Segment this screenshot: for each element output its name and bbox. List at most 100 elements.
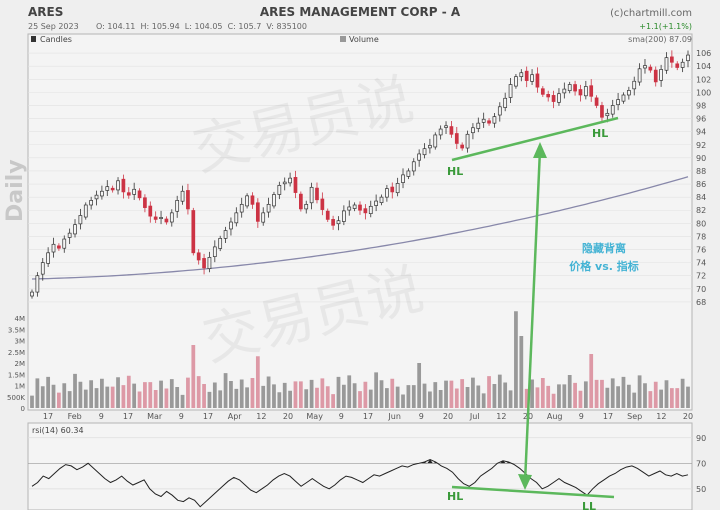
- candle-body: [229, 221, 233, 230]
- candle-body: [116, 180, 120, 191]
- ohlc-label: O: 104.11 H: 105.94 L: 104.05 C: 105.7 V…: [96, 22, 307, 31]
- candles: [30, 50, 690, 299]
- volume-bar: [207, 391, 212, 408]
- candle-body: [223, 230, 228, 239]
- price-tick-label: 68: [696, 298, 706, 307]
- volume-bar: [67, 391, 72, 408]
- candle-body: [535, 73, 540, 88]
- price-hl-right-label: HL: [592, 127, 608, 140]
- candle-body: [186, 190, 190, 210]
- volume-bar: [320, 378, 325, 408]
- volume-bar: [385, 388, 389, 408]
- volume-legend: Volume: [349, 35, 379, 44]
- candle-body: [347, 206, 352, 211]
- rsi-label: rsi(14) 60.34: [32, 426, 84, 435]
- candle-body: [148, 205, 153, 217]
- candle-body: [105, 186, 110, 191]
- volume-bar: [62, 383, 67, 408]
- volume-bar: [530, 379, 534, 408]
- candle-body: [94, 194, 99, 200]
- candle-body: [255, 202, 260, 222]
- candle-body: [164, 218, 169, 223]
- candle-body: [540, 88, 545, 95]
- candle-body: [471, 127, 475, 134]
- price-tick-label: 80: [696, 219, 706, 228]
- candle-body: [621, 94, 626, 102]
- candle-body: [342, 210, 346, 222]
- volume-bar: [223, 373, 228, 408]
- candle-body: [315, 187, 319, 201]
- volume-bar: [379, 380, 384, 408]
- volume-bar: [390, 378, 395, 408]
- volume-bar: [594, 379, 599, 408]
- candle-body: [261, 212, 266, 223]
- price-tick-label: 98: [696, 101, 706, 110]
- price-tick-label: 82: [696, 206, 706, 215]
- volume-bar: [605, 387, 610, 408]
- candle-body: [100, 190, 104, 197]
- candle-body: [406, 170, 411, 177]
- candle-body: [519, 72, 524, 78]
- price-tick-label: 88: [696, 167, 706, 176]
- candle-body: [250, 195, 255, 205]
- volume-bar: [449, 380, 454, 408]
- volume-bar: [51, 384, 56, 408]
- volume-bar: [583, 381, 588, 408]
- candle-body: [180, 190, 185, 202]
- candle-body: [653, 69, 658, 83]
- volume-bar: [309, 379, 314, 408]
- volume-bar: [105, 386, 110, 408]
- volume-bar: [100, 378, 104, 408]
- volume-bar: [374, 372, 379, 408]
- candle-body: [643, 65, 647, 69]
- candle-body: [239, 203, 244, 213]
- x-tick-label: 12: [256, 412, 266, 421]
- candle-body: [331, 219, 335, 226]
- x-tick-label: Jul: [469, 412, 480, 421]
- volume-bar: [637, 375, 642, 408]
- x-tick-label: 9: [179, 412, 184, 421]
- volume-tick-label: 2.5M: [8, 349, 25, 357]
- volume-bar: [298, 381, 303, 408]
- candle-body: [411, 161, 416, 172]
- candle-body: [428, 145, 432, 149]
- volume-bar: [508, 390, 513, 408]
- candle-body: [282, 181, 287, 185]
- candle-body: [476, 122, 481, 129]
- volume-bar: [686, 386, 690, 408]
- volume-bar: [669, 388, 674, 408]
- x-tick-label: 17: [43, 412, 53, 421]
- volume-bar: [250, 378, 255, 408]
- x-tick-label: 17: [123, 412, 133, 421]
- candle-body: [245, 195, 249, 207]
- candle-body: [492, 116, 497, 124]
- candle-body: [266, 203, 271, 213]
- candle-body: [299, 193, 303, 210]
- volume-bar: [567, 375, 572, 408]
- volume-bar: [503, 382, 508, 408]
- candle-body: [594, 97, 599, 106]
- candle-body: [632, 80, 637, 90]
- candle-body: [352, 204, 357, 209]
- candle-body: [379, 196, 384, 203]
- volume-bar: [143, 382, 147, 408]
- candle-body: [573, 84, 577, 92]
- candle-body: [153, 216, 158, 220]
- candle-body: [465, 133, 470, 149]
- candle-body: [497, 106, 502, 116]
- volume-bar: [180, 394, 185, 408]
- volume-bar: [653, 381, 658, 408]
- candle-body: [288, 177, 292, 184]
- volume-bar: [304, 389, 309, 408]
- candle-body: [175, 200, 180, 212]
- volume-bar: [497, 374, 502, 408]
- volume-bar: [433, 382, 438, 408]
- volume-bar: [573, 382, 577, 408]
- price-tick-label: 96: [696, 115, 706, 124]
- volume-bar: [175, 387, 180, 408]
- sma-legend: sma(200) 87.09: [628, 35, 692, 44]
- volume-bar: [616, 386, 620, 408]
- volume-bar: [476, 385, 481, 408]
- volume-bar: [546, 385, 551, 408]
